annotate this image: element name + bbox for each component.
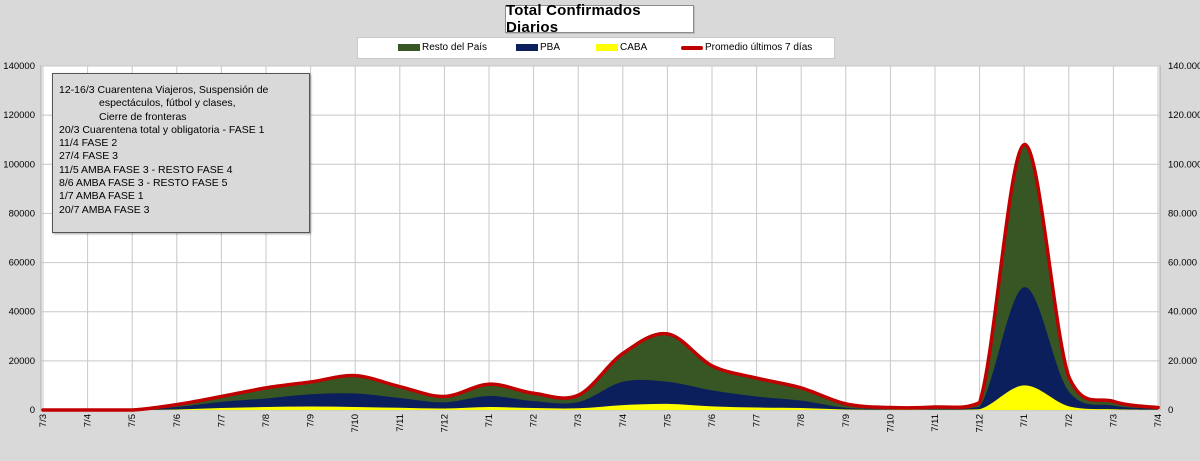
- chart-title: Total Confirmados Diarios: [505, 2, 694, 36]
- x-tick-label: 7/6: [172, 414, 183, 427]
- x-axis: 7/3 7/4 7/5 7/6 7/7 7/8 7/9 7/10 7/11 7/12 7/1 7/2 7…: [38, 414, 1164, 433]
- note-line: 27/4 FASE 3: [59, 150, 118, 163]
- x-tick-label: 7/12: [439, 414, 450, 433]
- y-axis-left: 0 20000 40000 60000 80000 100000 120000 140000: [3, 61, 35, 416]
- x-tick-label: 7/3: [38, 414, 49, 427]
- x-tick-label: 7/7: [752, 414, 763, 427]
- x-tick-label: 7/9: [306, 414, 317, 427]
- legend-item-caba: CABA: [596, 42, 647, 53]
- note-line: 1/7 AMBA FASE 1: [59, 190, 144, 203]
- x-tick-label: 7/3: [573, 414, 584, 427]
- legend-swatch-pba: [516, 44, 538, 51]
- x-tick-label: 7/5: [127, 414, 138, 427]
- notes-box: 12-16/3 Cuarentena Viajeros, Suspensión …: [52, 73, 310, 233]
- x-tick-label: 7/8: [261, 414, 272, 427]
- y-tick-label-left: 60000: [9, 258, 35, 269]
- y-tick-label-left: 0: [30, 405, 35, 416]
- y-tick-label-left: 20000: [9, 356, 35, 367]
- x-tick-label: 7/11: [930, 414, 941, 432]
- y-tick-label-right: 20.000: [1168, 356, 1197, 367]
- y-axis-right: 0 20.000 40.000 60.000 80.000 100.000 120.000 1…: [1168, 61, 1200, 416]
- x-tick-label: 7/2: [529, 414, 540, 427]
- x-tick-label: 7/10: [350, 414, 361, 433]
- note-line: 12-16/3 Cuarentena Viajeros, Suspensión …: [59, 84, 269, 96]
- x-tick-label: 7/9: [841, 414, 852, 427]
- legend-label-pba: PBA: [540, 42, 561, 53]
- x-tick-label: 7/12: [975, 414, 986, 433]
- x-tick-label: 7/6: [707, 414, 718, 427]
- note-line: espectáculos, fútbol y clases,: [99, 97, 236, 110]
- x-tick-label: 7/2: [1064, 414, 1075, 427]
- average-line: [41, 142, 1160, 412]
- y-tick-label-right: 60.000: [1168, 258, 1197, 269]
- legend-swatch-resto: [398, 44, 420, 51]
- x-tick-label: 7/4: [618, 414, 629, 427]
- legend-label-resto: Resto del País: [422, 42, 488, 53]
- y-tick-label-right: 100.000: [1168, 159, 1200, 170]
- legend-swatch-promedio: [681, 45, 703, 50]
- x-tick-label: 7/7: [216, 414, 227, 427]
- note-line: 20/7 AMBA FASE 3: [59, 203, 150, 216]
- legend-label-caba: CABA: [620, 42, 648, 53]
- y-tick-label-left: 80000: [9, 208, 35, 219]
- y-tick-label-right: 80.000: [1168, 208, 1197, 219]
- x-tick-label: 7/10: [885, 414, 896, 433]
- y-tick-label-left: 40000: [9, 307, 35, 318]
- y-tick-label-right: 140.000: [1168, 61, 1200, 72]
- y-tick-label-left: 120000: [3, 110, 35, 121]
- y-tick-label-left: 100000: [3, 159, 35, 170]
- x-tick-label: 7/5: [662, 414, 673, 427]
- legend-item-promedio: Promedio últimos 7 días: [681, 42, 812, 53]
- note-line: 20/3 Cuarentena total y obligatoria - FA…: [59, 123, 265, 136]
- average-line-group: [41, 142, 1160, 412]
- area-caba: [43, 385, 1158, 410]
- x-tick-label: 7/4: [83, 414, 94, 427]
- legend-item-resto: Resto del País: [398, 42, 487, 53]
- legend-item-pba: PBA: [516, 42, 560, 53]
- note-line: 8/6 AMBA FASE 3 - RESTO FASE 5: [59, 177, 228, 190]
- y-tick-label-right: 0: [1168, 405, 1173, 416]
- legend-swatch-caba: [596, 44, 618, 51]
- x-tick-label: 7/4: [1153, 414, 1164, 427]
- note-line: 11/5 AMBA FASE 3 - RESTO FASE 4: [59, 163, 233, 176]
- x-tick-label: 7/1: [1019, 414, 1030, 427]
- y-tick-label-left: 140000: [3, 61, 35, 72]
- y-tick-label-right: 120.000: [1168, 110, 1200, 121]
- x-tick-label: 7/8: [796, 414, 807, 427]
- legend-label-promedio: Promedio últimos 7 días: [705, 42, 813, 53]
- legend: Resto del País PBA CABA Promedio últimos…: [357, 37, 835, 59]
- series-areas: [43, 144, 1158, 410]
- x-tick-label: 7/1: [484, 414, 495, 427]
- note-line: 11/4 FASE 2: [59, 137, 118, 150]
- x-tick-label: 7/11: [395, 414, 406, 432]
- note-line: Cierre de fronteras: [99, 110, 187, 123]
- y-tick-label-right: 40.000: [1168, 307, 1197, 318]
- x-tick-label: 7/3: [1108, 414, 1119, 427]
